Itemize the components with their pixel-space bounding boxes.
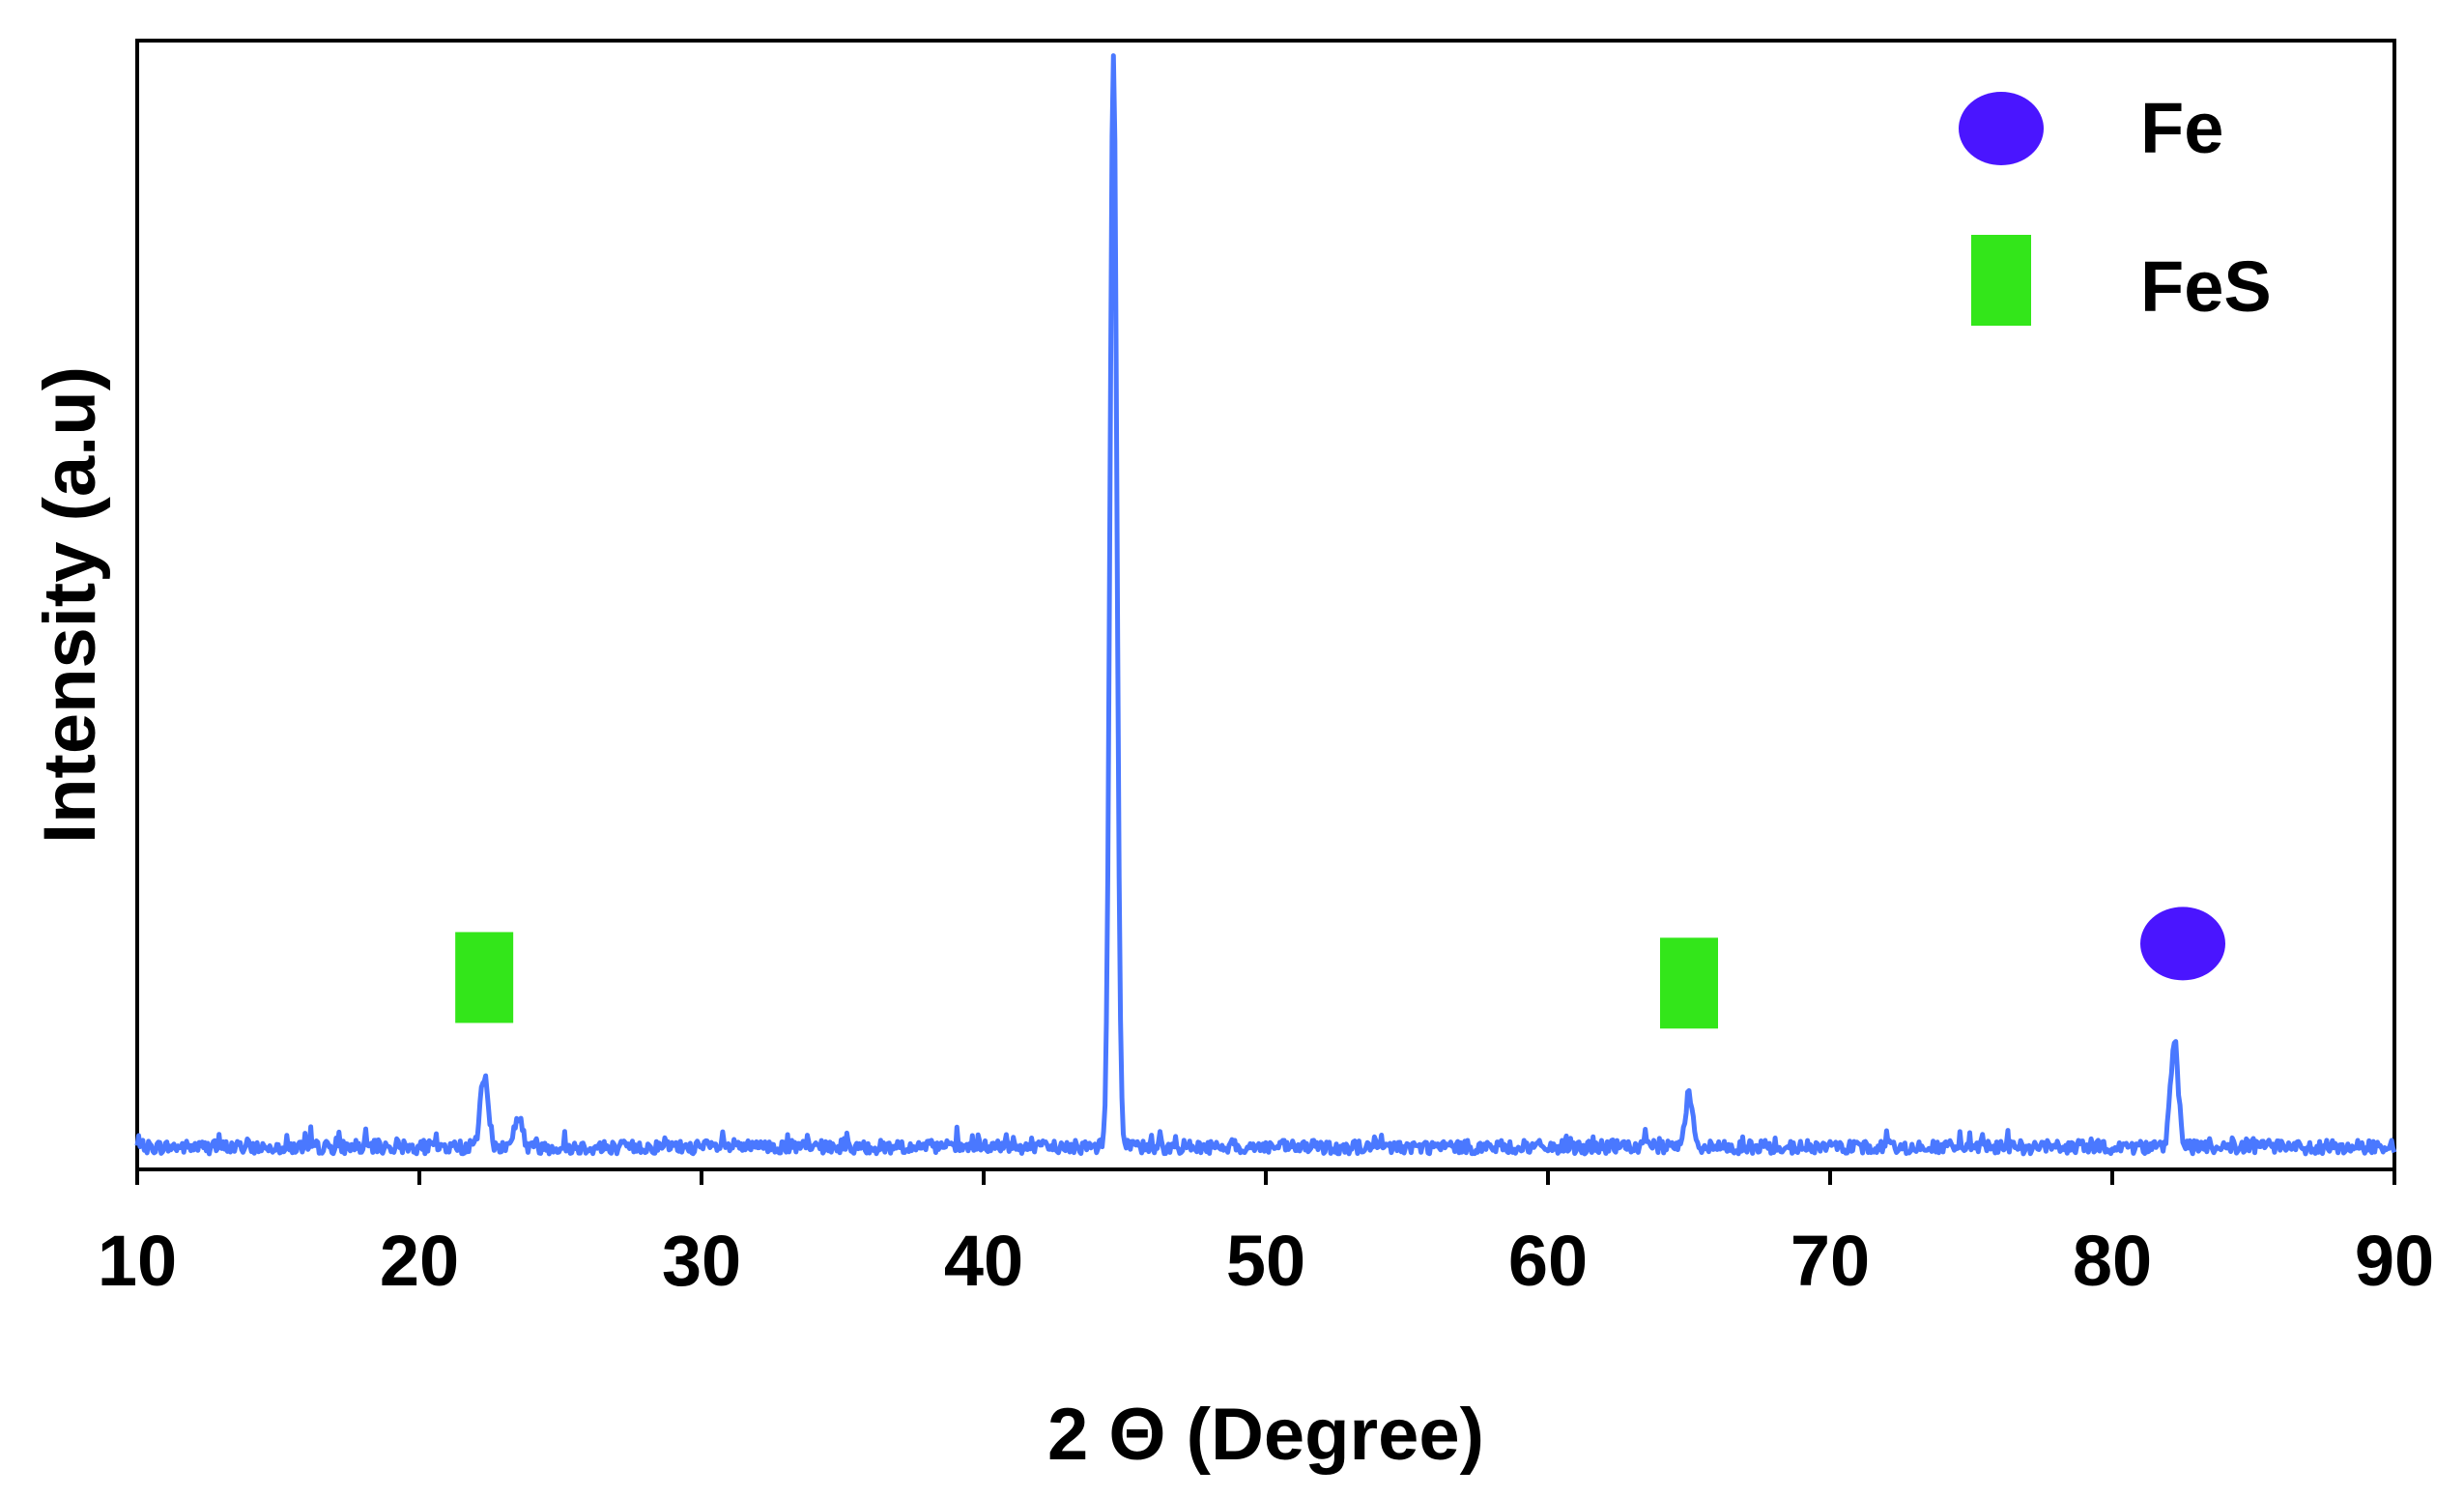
x-tick-label: 50 bbox=[1226, 1221, 1305, 1301]
xrd-pattern-line bbox=[134, 53, 2397, 1157]
fes-peak-marker-rectangle-icon bbox=[455, 932, 514, 1023]
fes-peak-marker-rectangle-icon bbox=[1660, 937, 1718, 1029]
x-tick-label: 40 bbox=[944, 1221, 1023, 1301]
fe-peak-marker-circle-icon bbox=[2140, 907, 2225, 981]
x-axis-ticks bbox=[135, 1169, 2396, 1185]
x-tick-label: 10 bbox=[98, 1221, 177, 1301]
legend: Fe FeS bbox=[1959, 88, 2272, 327]
legend-fe-circle-icon bbox=[1959, 92, 2044, 165]
x-axis-title: 2 Θ (Degree) bbox=[1047, 1394, 1484, 1476]
x-tick-label: 80 bbox=[2073, 1221, 2152, 1301]
legend-fes-label: FeS bbox=[2140, 246, 2272, 327]
x-tick-label: 90 bbox=[2355, 1221, 2434, 1301]
x-tick-label: 20 bbox=[380, 1221, 459, 1301]
legend-fe-label: Fe bbox=[2140, 88, 2223, 168]
x-tick-label: 60 bbox=[1508, 1221, 1588, 1301]
phase-markers bbox=[455, 907, 2225, 1029]
y-axis-title: Intensity (a.u) bbox=[29, 366, 111, 844]
x-tick-label: 30 bbox=[662, 1221, 741, 1301]
x-tick-label: 70 bbox=[1791, 1221, 1870, 1301]
x-axis-tick-labels: 10 20 30 40 50 60 70 80 90 bbox=[98, 1221, 2434, 1301]
legend-fes-rectangle-icon bbox=[1971, 235, 2031, 326]
